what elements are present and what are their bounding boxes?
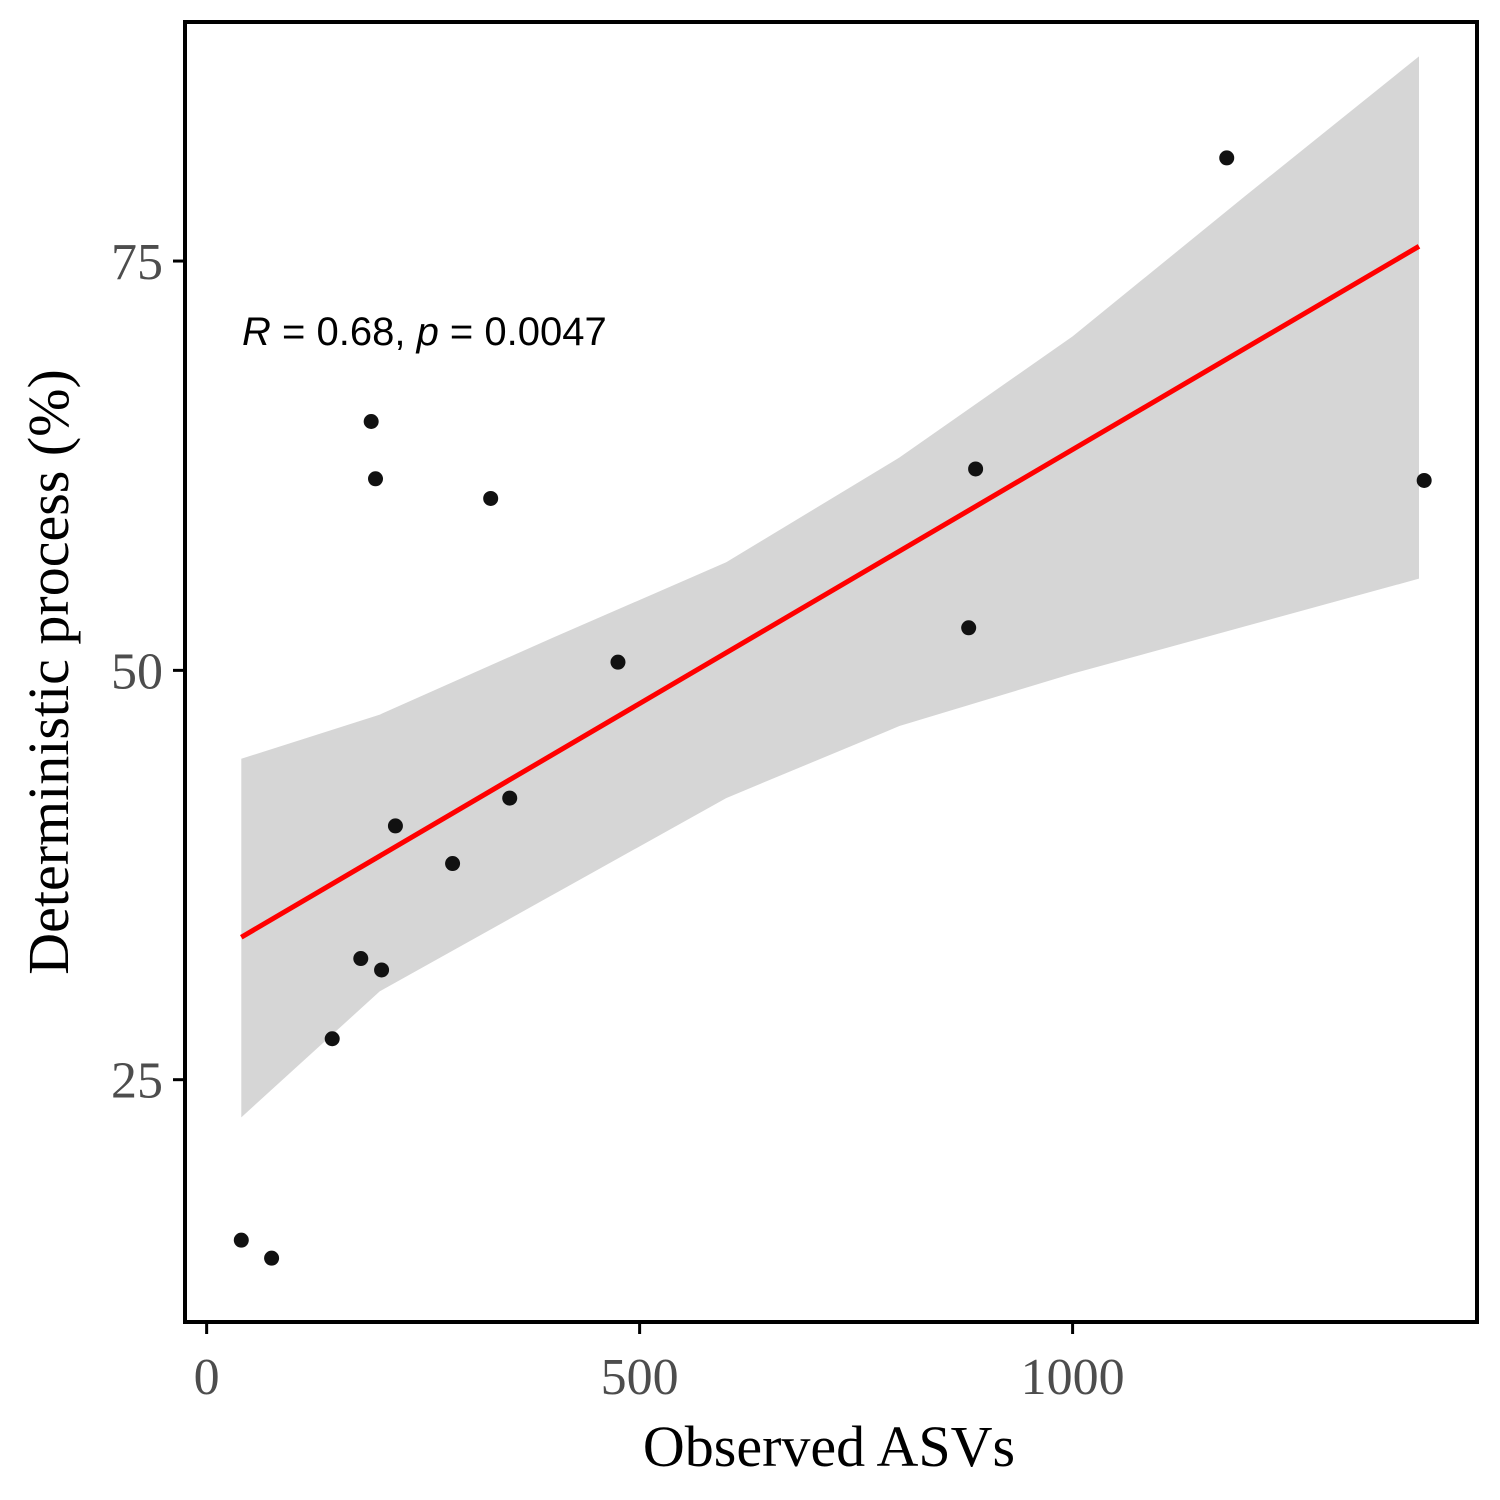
annotation-r-label: R	[242, 310, 271, 354]
axis-ticks-layer: 0 500 1000 25 50 75	[111, 234, 1125, 1406]
y-tick-label: 25	[111, 1053, 163, 1110]
confidence-band-layer	[241, 56, 1419, 1118]
data-point	[1219, 150, 1235, 166]
y-tick-label: 50	[111, 643, 163, 700]
data-points-layer	[233, 150, 1432, 1266]
y-tick-label: 75	[111, 234, 163, 291]
x-tick-label: 1000	[1021, 1349, 1125, 1406]
data-point	[445, 856, 461, 872]
data-point	[961, 620, 977, 636]
y-axis-title: Deterministic process (%)	[16, 369, 81, 975]
data-point	[368, 471, 384, 487]
data-point	[374, 962, 390, 978]
data-point	[363, 413, 379, 429]
correlation-annotation: R = 0.68, p = 0.0047	[242, 310, 607, 354]
x-tick-label: 500	[601, 1349, 679, 1406]
confidence-band	[241, 56, 1419, 1118]
data-point	[1416, 472, 1432, 488]
data-point	[610, 654, 626, 670]
data-point	[233, 1232, 249, 1248]
data-point	[387, 818, 403, 834]
annotation-r-value: = 0.68,	[271, 310, 417, 354]
x-axis-title: Observed ASVs	[643, 1414, 1015, 1479]
data-point	[502, 790, 518, 806]
data-point	[264, 1250, 280, 1266]
data-point	[483, 490, 499, 506]
x-tick-label: 0	[194, 1349, 220, 1406]
annotation-p-label: p	[416, 310, 439, 354]
regression-line	[240, 244, 1421, 940]
data-point	[324, 1031, 340, 1047]
plot-panel-border	[183, 20, 1479, 1324]
data-point	[968, 461, 984, 477]
data-point	[353, 951, 369, 967]
annotation-p-value: = 0.0047	[439, 310, 607, 354]
regression-line-layer	[240, 244, 1421, 940]
